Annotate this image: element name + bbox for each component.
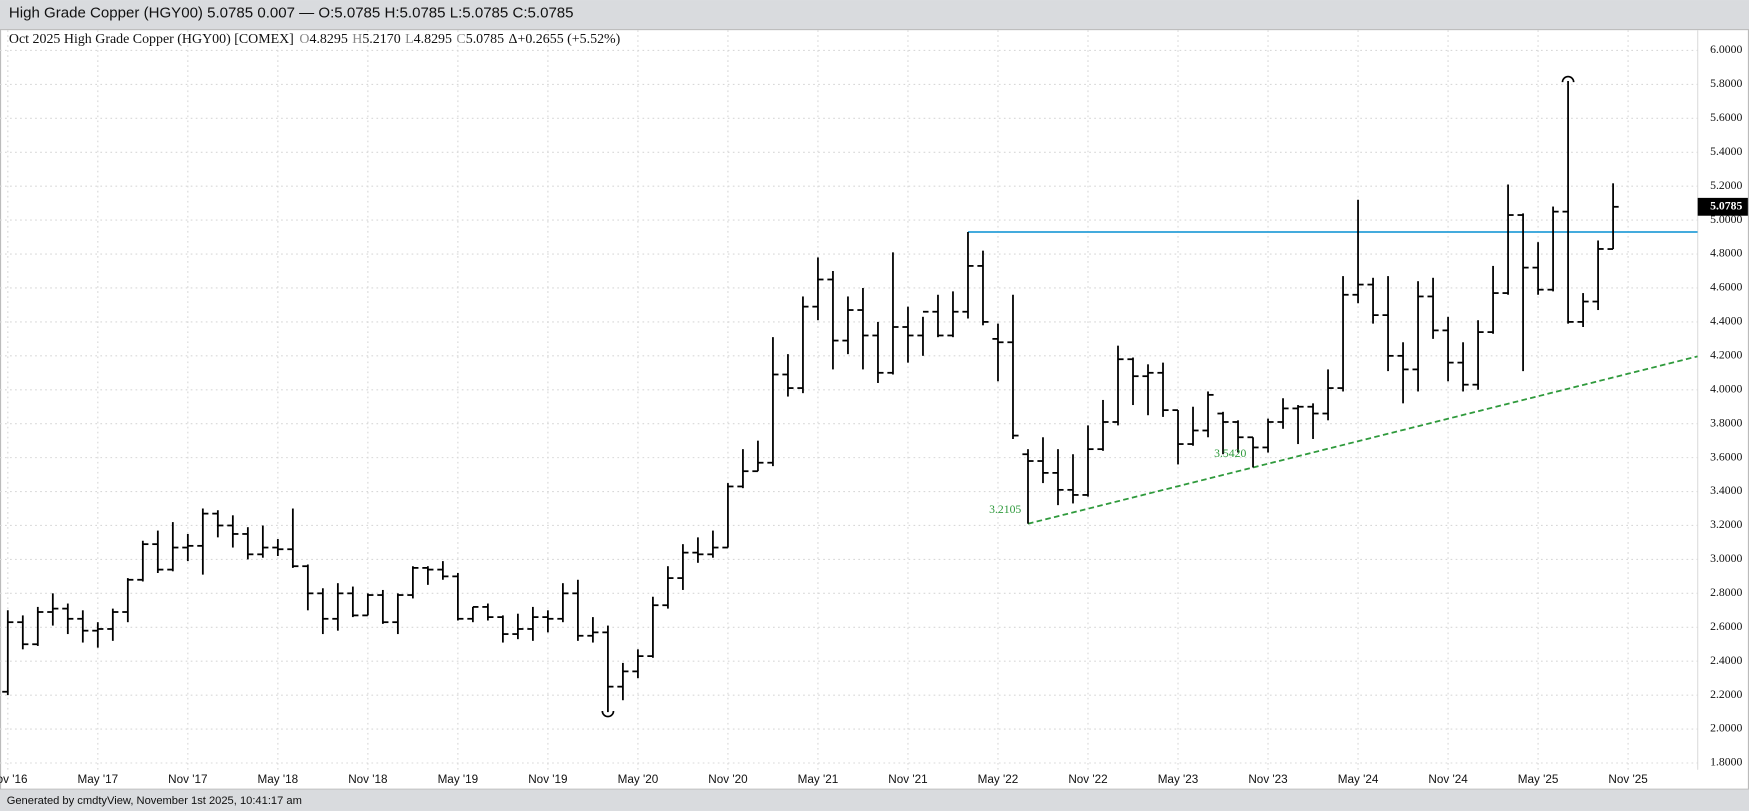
y-tick-label: 2.8000	[1710, 586, 1742, 599]
y-tick-label: 3.8000	[1710, 416, 1742, 429]
x-tick-label: May '18	[258, 773, 299, 786]
x-tick-label: May '24	[1338, 773, 1379, 786]
chart-frame	[0, 29, 1749, 790]
x-tick-label: Nov '17	[168, 773, 207, 786]
y-tick-label: 1.8000	[1710, 756, 1742, 769]
y-tick-label: 4.6000	[1710, 281, 1742, 294]
y-tick-label: 5.8000	[1710, 77, 1742, 90]
y-tick-label: 4.8000	[1710, 247, 1742, 260]
y-tick-label: 2.4000	[1710, 654, 1742, 667]
legend-field-label: H	[352, 32, 362, 47]
x-tick-label: May '20	[618, 773, 659, 786]
trend-line	[1027, 355, 1698, 525]
y-tick-label: 6.0000	[1710, 43, 1742, 56]
legend-field-label: C	[456, 32, 465, 47]
legend-field-value: 5.2170	[362, 32, 400, 47]
low-marker	[601, 710, 615, 718]
y-tick-label: 4.2000	[1710, 349, 1742, 362]
y-tick-label: 3.0000	[1710, 552, 1742, 565]
annotation: 3.2105	[989, 503, 1021, 516]
legend-field-value: 4.8295	[414, 32, 452, 47]
x-tick-label: May '19	[438, 773, 479, 786]
y-tick-label: 4.4000	[1710, 315, 1742, 328]
x-tick-label: May '25	[1518, 773, 1559, 786]
x-tick-label: Nov '21	[888, 773, 927, 786]
legend-field-value: 5.0785	[466, 32, 504, 47]
footer-bar	[0, 789, 1749, 811]
legend-change: Δ+0.2655 (+5.52%)	[509, 32, 621, 47]
plot-area: 3.2105 3.5420	[0, 30, 1698, 770]
header-title: High Grade Copper (HGY00) 5.0785 0.007 —…	[9, 4, 574, 21]
x-tick-label: Nov '23	[1248, 773, 1287, 786]
y-tick-label: 3.6000	[1710, 450, 1742, 463]
y-tick-label: 5.2000	[1710, 179, 1742, 192]
y-tick-label: 5.4000	[1710, 145, 1742, 158]
legend-name: Oct 2025 High Grade Copper (HGY00) [COME…	[9, 32, 294, 47]
last-price-label: 5.0785	[1710, 199, 1742, 212]
annotation: 3.5420	[1214, 447, 1246, 460]
y-tick-label: 4.0000	[1710, 382, 1742, 395]
legend-field-label: L	[405, 32, 414, 47]
header-bar	[0, 0, 1749, 30]
y-tick-label: 5.0000	[1710, 213, 1742, 226]
last-price-box	[1697, 197, 1748, 216]
x-tick-label: May '17	[78, 773, 119, 786]
x-tick-label: Nov '19	[528, 773, 567, 786]
footer-text: Generated by cmdtyView, November 1st 202…	[7, 795, 302, 807]
legend-field-value: 4.8295	[309, 32, 347, 47]
axes: 1.8000 2.0000 2.2000 2.4000 2.6000 2.8000 3.00…	[0, 43, 1748, 786]
y-tick-label: 2.6000	[1710, 620, 1742, 633]
y-tick-label: 2.2000	[1710, 688, 1742, 701]
x-tick-label: May '22	[978, 773, 1019, 786]
x-tick-label: Nov '18	[348, 773, 387, 786]
x-tick-label: Nov '24	[1428, 773, 1468, 786]
y-tick-label: 3.2000	[1710, 518, 1742, 531]
x-tick-label: May '21	[798, 773, 839, 786]
x-tick-label: Nov '20	[708, 773, 748, 786]
legend-field-label: O	[299, 32, 309, 47]
x-tick-label: Nov '16	[0, 773, 27, 786]
high-marker	[1561, 75, 1575, 83]
x-tick-label: Nov '25	[1608, 773, 1648, 786]
y-tick-label: 2.0000	[1710, 722, 1742, 735]
x-tick-label: Nov '22	[1068, 773, 1107, 786]
x-tick-label: May '23	[1158, 773, 1199, 786]
legend: Oct 2025 High Grade Copper (HGY00) [COME…	[9, 32, 621, 47]
y-tick-label: 5.6000	[1710, 111, 1742, 124]
y-tick-label: 3.4000	[1710, 484, 1742, 497]
